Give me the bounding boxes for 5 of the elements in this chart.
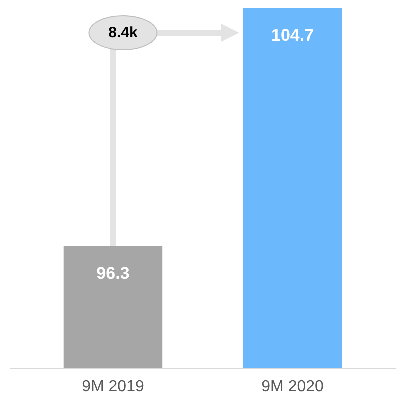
data-label: 104.7 (271, 26, 314, 45)
data-label: 96.3 (96, 264, 130, 284)
x-tick-label: 9M 2019 (82, 378, 144, 396)
annotation: 8.4k (108, 24, 138, 42)
x-tick-label: 9M 2020 (262, 378, 324, 396)
